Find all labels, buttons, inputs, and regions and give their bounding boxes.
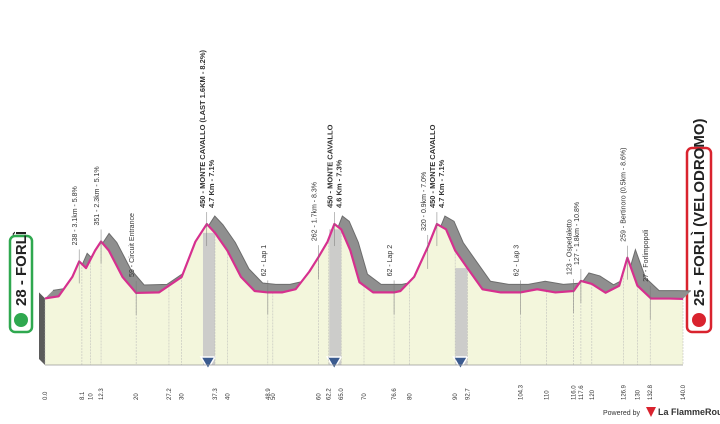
start-box [8, 234, 34, 334]
annotation: 127 - 1.8km - 10.8% [574, 202, 581, 265]
brand-logo [646, 407, 656, 417]
brand: La FlammeRouge [658, 407, 720, 417]
annotation-sub: 4.7 Km - 7.1% [207, 159, 216, 208]
x-tick-label: 62.2 [326, 388, 332, 400]
climb-column [455, 268, 468, 365]
x-tick-label: 70 [362, 393, 368, 400]
kom-marker [452, 356, 469, 371]
powered-by: Powered by [603, 410, 640, 417]
profile-top [52, 215, 692, 292]
annotation: 450 - MONTE CAVALLO (LAST 1.6KM - 8.2%) [198, 49, 207, 208]
x-tick-label: 126.9 [621, 384, 627, 400]
start-label: 28 - FORLÌ [13, 231, 30, 306]
x-tick-label: 116.0 [572, 385, 578, 400]
annotation: 123 - Ospedaletto [567, 219, 574, 275]
kom-marker [325, 356, 343, 371]
x-tick-label: 50 [271, 393, 277, 400]
x-tick-label: 92.7 [465, 388, 471, 400]
x-tick-label: 20 [134, 393, 140, 400]
annotation: 320 - 0.9km - 7.0% [421, 172, 428, 231]
x-tick-label: 110 [544, 390, 550, 400]
finish-label: 25 - FORLÌ (VELODROMO) [691, 118, 708, 306]
x-tick-label: 104.3 [518, 384, 524, 400]
x-tick-label: 140.0 [681, 384, 687, 400]
kom-marker [199, 356, 217, 371]
annotation: 62 - Lap 2 [387, 245, 394, 277]
annotation: 27 - Forlimpopoli [643, 229, 650, 282]
annotation: 351 - 2.3km - 5.1% [94, 166, 101, 225]
annotation: 259 - Bertinoro (0.5km - 8.6%) [620, 148, 627, 242]
annotation: 450 - MONTE CAVALLO [428, 124, 437, 208]
side-wall [39, 292, 45, 365]
x-tick-label: 0.0 [43, 391, 49, 400]
annotation: 450 - MONTE CAVALLO [325, 124, 334, 208]
x-tick-label: 80 [408, 393, 414, 400]
annotation: 262 - 1.7km - 8.3% [311, 182, 318, 241]
annotation: 59 - Circuit Entrance [129, 213, 136, 277]
x-tick-label: 60 [316, 393, 322, 400]
x-tick-label: 10 [89, 393, 95, 400]
x-tick-label: 40 [225, 393, 231, 400]
x-tick-label: 120 [590, 389, 596, 400]
x-tick-label: 37.3 [213, 388, 219, 400]
x-tick-label: 117.6 [579, 385, 585, 400]
climb-column [329, 229, 342, 365]
annotation: 238 - 3.1km - 5.8% [72, 186, 79, 245]
profile-line [44, 222, 684, 301]
climb-column [202, 232, 215, 365]
x-tick-label: 76.6 [392, 388, 398, 400]
x-tick-label: 12.3 [99, 388, 105, 400]
x-tick-label: 27.2 [167, 388, 173, 400]
annotation: 62 - Lap 1 [261, 245, 268, 277]
finish-icon [692, 313, 706, 327]
start-icon [14, 313, 28, 327]
finish-box [685, 146, 713, 334]
x-tick-label: 30 [180, 393, 186, 400]
x-tick-label: 8.1 [80, 391, 86, 400]
x-tick-label: 65.0 [339, 388, 345, 400]
x-tick-label: 130 [635, 389, 641, 400]
x-tick-label: 90 [453, 393, 459, 400]
annotation: 62 - Lap 3 [513, 245, 520, 277]
annotation-sub: 4.7 Km - 7.1% [437, 159, 446, 208]
x-tick-label: 132.8 [648, 384, 654, 400]
annotation-sub: 4.6 Km - 7.3% [334, 159, 343, 208]
profile-depth [45, 216, 691, 299]
x-tick-label: 48.9 [266, 388, 272, 400]
